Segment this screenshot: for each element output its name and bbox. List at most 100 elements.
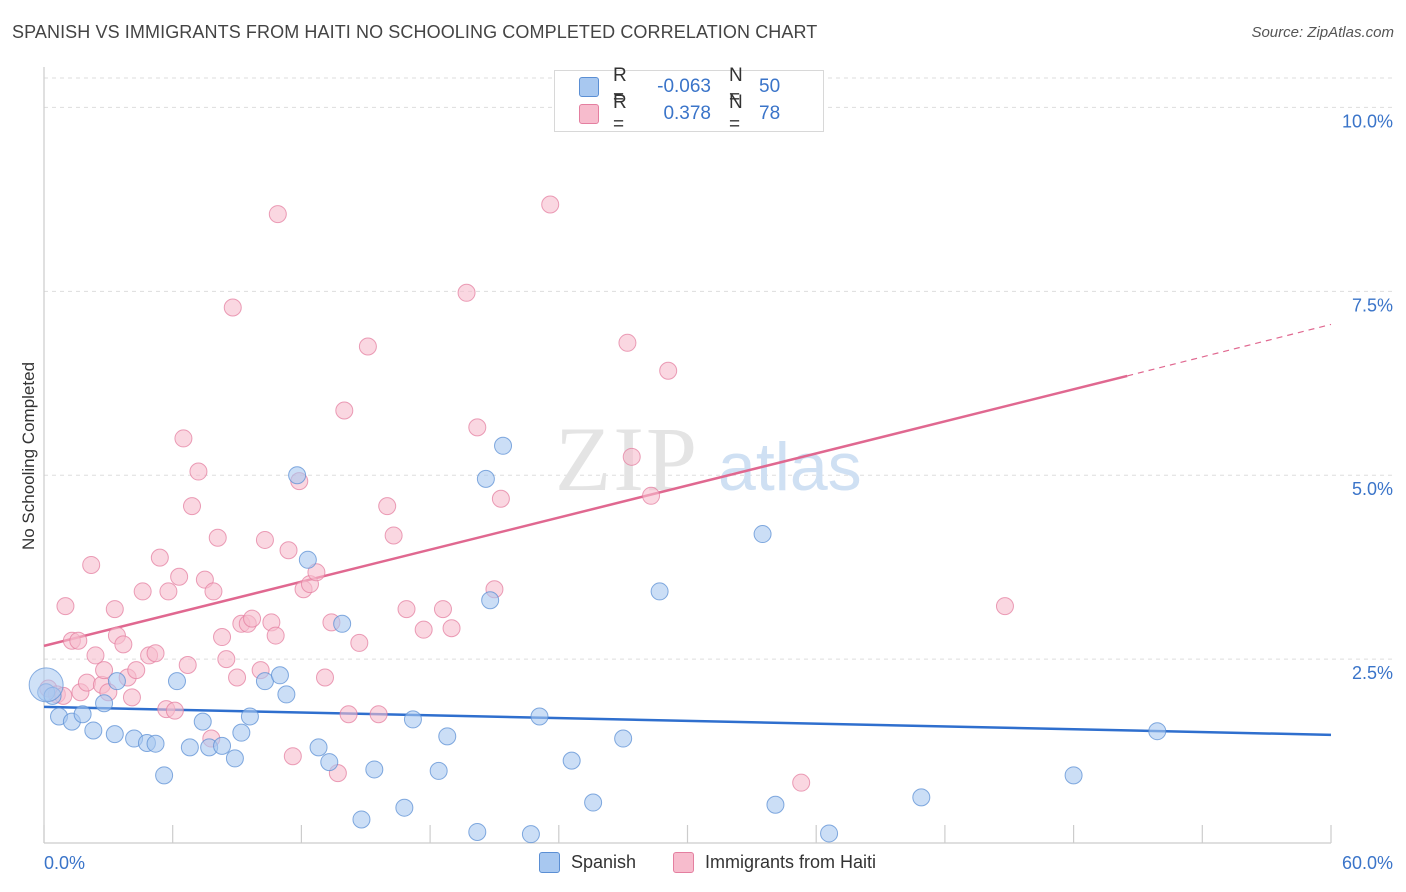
haiti-point — [622, 447, 641, 466]
legend-item-haiti[interactable]: Immigrants from Haiti — [673, 852, 876, 873]
haiti-point — [266, 626, 285, 645]
legend-item-spanish[interactable]: Spanish — [539, 852, 636, 873]
spanish-point — [213, 736, 232, 755]
spanish-point — [352, 810, 371, 829]
stats-legend: R = -0.063 N = 50 R = 0.378 N = 78 — [554, 65, 824, 135]
spanish-cluster-point — [28, 667, 64, 703]
spanish-point — [277, 685, 296, 704]
grid-lines — [44, 77, 1395, 660]
spanish-point — [193, 712, 212, 731]
haiti-point — [86, 646, 105, 665]
spanish-point — [146, 734, 165, 753]
haiti-trend-line — [43, 374, 1128, 648]
haiti-point — [255, 530, 274, 549]
haiti-point — [170, 567, 189, 586]
data-points — [28, 195, 1167, 844]
haiti-point — [223, 298, 242, 317]
spanish-point — [820, 824, 839, 843]
haiti-point — [491, 489, 510, 508]
r-label: R = — [613, 92, 627, 135]
n-label: N = — [729, 65, 743, 108]
y-tick-label: 5.0% — [1352, 479, 1393, 499]
spanish-point — [1148, 722, 1167, 741]
haiti-point — [642, 486, 661, 505]
haiti-point — [133, 582, 152, 601]
haiti-point — [69, 631, 88, 650]
spanish-point — [530, 707, 549, 726]
spanish-point — [650, 582, 669, 601]
haiti-point — [414, 620, 433, 639]
tick-labels: 2.5% 5.0% 7.5% 10.0% 0.0% 60.0% — [44, 111, 1393, 873]
haiti-legend-swatch — [673, 852, 694, 873]
haiti-point — [369, 705, 388, 724]
haiti-point — [315, 668, 334, 687]
chart-title: SPANISH VS IMMIGRANTS FROM HAITI NO SCHO… — [12, 22, 818, 42]
haiti-point — [213, 628, 232, 647]
spanish-point — [84, 721, 103, 740]
spanish-point — [753, 525, 772, 544]
haiti-point — [283, 747, 302, 766]
spanish-point — [73, 705, 92, 724]
legend-label-spanish: Spanish — [571, 852, 637, 872]
spanish-point — [155, 766, 174, 785]
spanish-point — [105, 725, 124, 744]
haiti-point — [217, 650, 236, 669]
spanish-point — [494, 436, 513, 455]
haiti-point — [105, 600, 124, 619]
axes — [43, 67, 1332, 844]
stats-legend-row-haiti: R = 0.378 N = 78 — [579, 92, 780, 135]
haiti-point — [204, 582, 223, 601]
haiti-point — [208, 528, 227, 547]
spanish-point — [95, 694, 114, 713]
r-value-spanish: -0.063 — [657, 76, 711, 97]
haiti-point — [350, 633, 369, 652]
spanish-point — [365, 760, 384, 779]
haiti-point — [95, 661, 114, 680]
spanish-point — [107, 672, 126, 691]
spanish-point — [288, 466, 307, 485]
haiti-point — [397, 600, 416, 619]
y-tick-label: 2.5% — [1352, 663, 1393, 683]
spanish-point — [429, 761, 448, 780]
spanish-point — [298, 550, 317, 569]
r-value-haiti: 0.378 — [663, 103, 711, 124]
haiti-point — [433, 600, 452, 619]
haiti-point — [82, 555, 101, 574]
haiti-point — [228, 668, 247, 687]
spanish-point — [584, 793, 603, 812]
haiti-point — [189, 462, 208, 481]
spanish-point — [309, 738, 328, 757]
r-label: R = — [613, 65, 627, 108]
spanish-point — [167, 672, 186, 691]
haiti-point — [358, 337, 377, 356]
watermark-atlas: atlas — [718, 429, 862, 505]
haiti-point — [279, 541, 298, 560]
spanish-point — [395, 798, 414, 817]
haiti-point — [165, 701, 184, 720]
spanish-point — [438, 727, 457, 746]
haiti-point — [384, 526, 403, 545]
haiti-point — [659, 361, 678, 380]
spanish-point — [225, 749, 244, 768]
spanish-point — [912, 788, 931, 807]
spanish-point — [255, 672, 274, 691]
spanish-trend-line — [43, 705, 1332, 737]
x-tick-label: 0.0% — [44, 853, 85, 873]
haiti-point — [541, 195, 560, 214]
haiti-point — [183, 497, 202, 516]
haiti-point — [178, 655, 197, 674]
spanish-point — [521, 825, 540, 844]
watermark: ZIP atlas — [555, 408, 862, 510]
series-legend: Spanish Immigrants from Haiti — [0, 852, 1406, 878]
stats-legend-row-spanish: R = -0.063 N = 50 — [579, 65, 780, 108]
haiti-point — [618, 333, 637, 352]
haiti-point — [307, 563, 326, 582]
spanish-swatch — [579, 77, 599, 97]
haiti-point — [56, 597, 75, 616]
haiti-point — [468, 418, 487, 437]
spanish-point — [270, 666, 289, 685]
source-label: Source: ZipAtlas.com — [1251, 24, 1394, 41]
legend-label-haiti: Immigrants from Haiti — [705, 852, 877, 872]
haiti-trend-extension — [1127, 323, 1332, 377]
